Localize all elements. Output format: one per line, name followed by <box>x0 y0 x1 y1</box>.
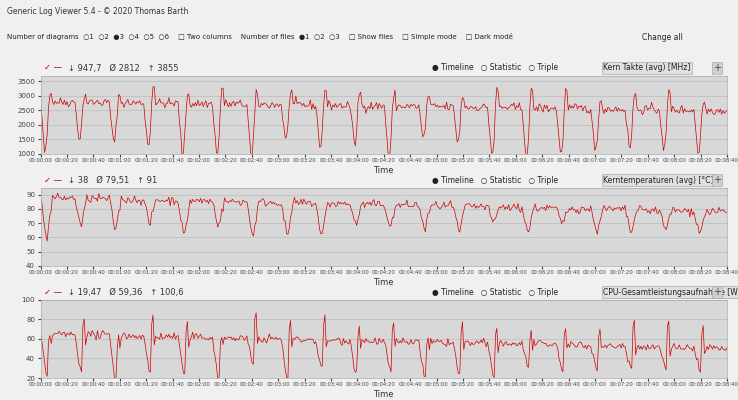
Text: +: + <box>713 287 721 297</box>
Text: ✓ —: ✓ — <box>44 64 62 72</box>
Text: CPU-Gesamtleistungsaufnahme [W]: CPU-Gesamtleistungsaufnahme [W] <box>604 288 738 296</box>
Text: ✓ —: ✓ — <box>44 288 62 296</box>
X-axis label: Time: Time <box>373 278 394 287</box>
Text: Change all: Change all <box>642 32 683 42</box>
Text: Number of diagrams  ○1  ○2  ●3  ○4  ○5  ○6    □ Two columns    Number of files  : Number of diagrams ○1 ○2 ●3 ○4 ○5 ○6 □ T… <box>7 34 513 40</box>
Text: Generic Log Viewer 5.4 - © 2020 Thomas Barth: Generic Log Viewer 5.4 - © 2020 Thomas B… <box>7 8 189 16</box>
Text: ● Timeline   ○ Statistic   ○ Triple: ● Timeline ○ Statistic ○ Triple <box>432 64 558 72</box>
Text: ↓ 947,7   Ø 2812   ↑ 3855: ↓ 947,7 Ø 2812 ↑ 3855 <box>68 64 179 72</box>
X-axis label: Time: Time <box>373 166 394 175</box>
Text: ↓ 19,47   Ø 59,36   ↑ 100,6: ↓ 19,47 Ø 59,36 ↑ 100,6 <box>68 288 184 296</box>
Text: Kern Takte (avg) [MHz]: Kern Takte (avg) [MHz] <box>604 64 691 72</box>
Text: Kerntemperaturen (avg) [°C]: Kerntemperaturen (avg) [°C] <box>604 176 714 184</box>
Text: ✓ —: ✓ — <box>44 176 62 184</box>
Text: +: + <box>713 175 721 185</box>
Text: +: + <box>713 63 721 73</box>
Text: ● Timeline   ○ Statistic   ○ Triple: ● Timeline ○ Statistic ○ Triple <box>432 176 558 184</box>
Text: ↓ 38   Ø 79,51   ↑ 91: ↓ 38 Ø 79,51 ↑ 91 <box>68 176 157 184</box>
Text: ● Timeline   ○ Statistic   ○ Triple: ● Timeline ○ Statistic ○ Triple <box>432 288 558 296</box>
X-axis label: Time: Time <box>373 390 394 399</box>
